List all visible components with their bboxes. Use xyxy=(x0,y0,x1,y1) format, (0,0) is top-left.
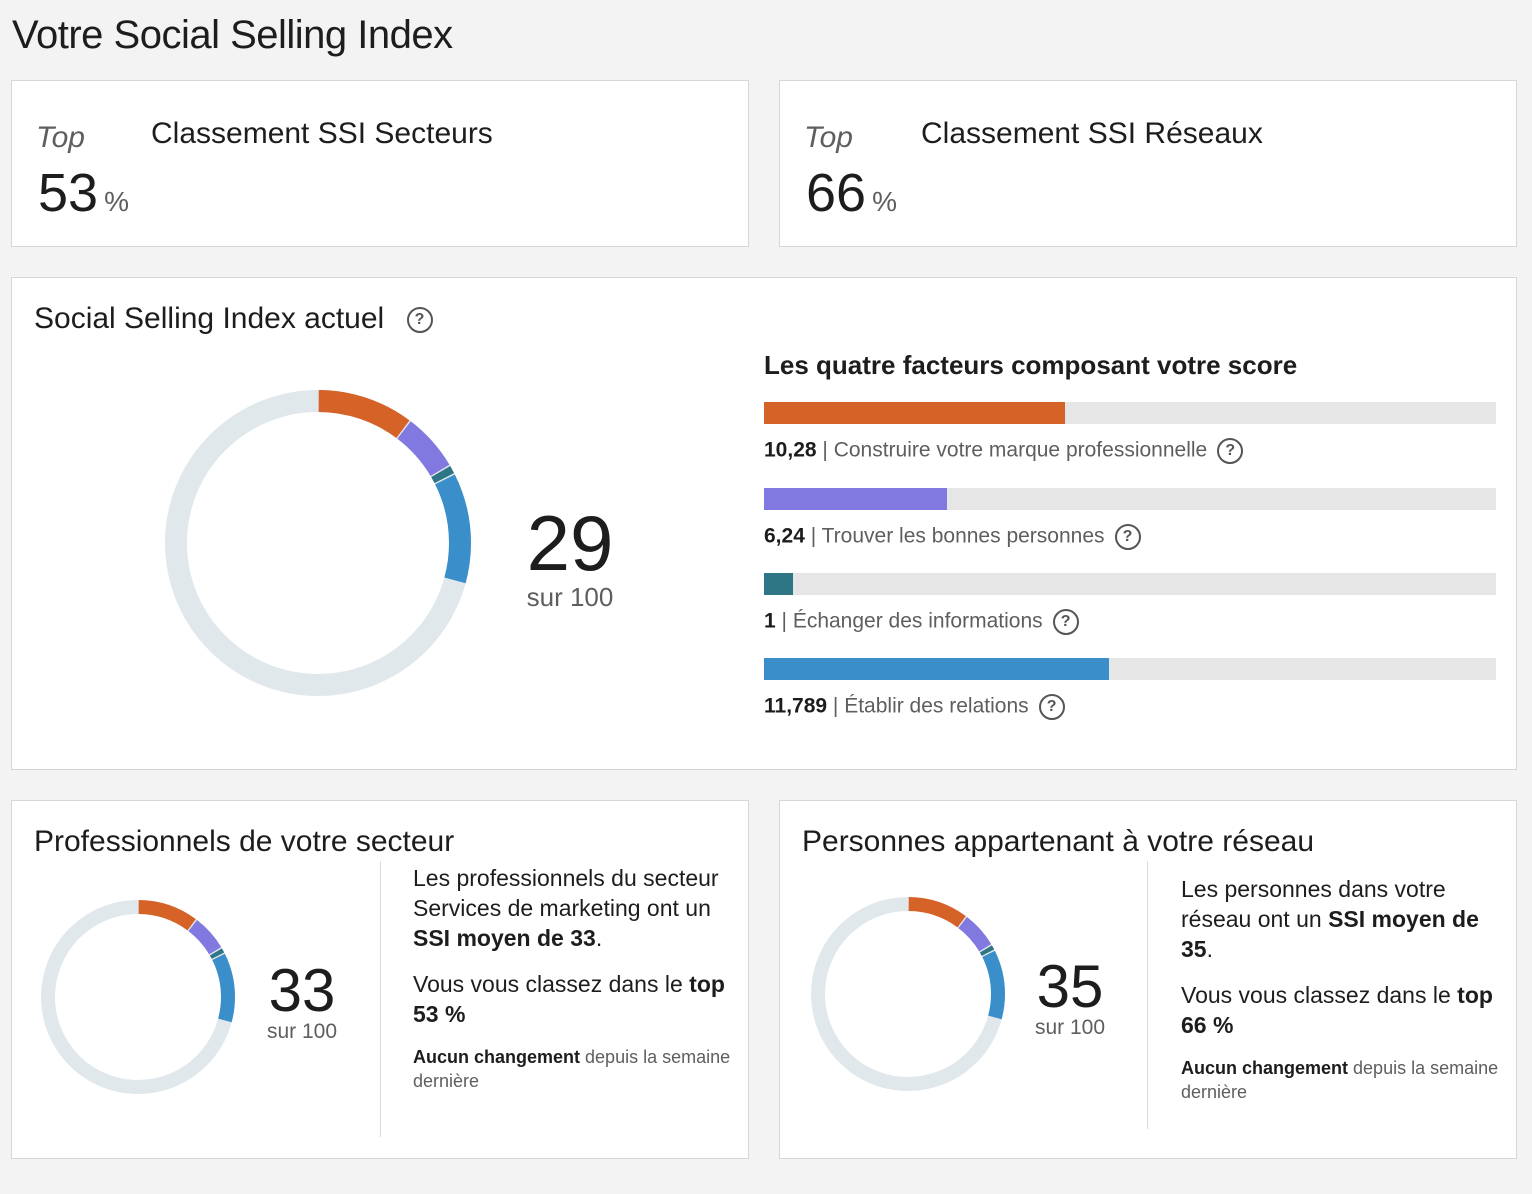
donut-chart xyxy=(811,897,1005,1091)
score-number: 29 xyxy=(526,499,614,587)
sector-rank-label: Classement SSI Secteurs xyxy=(151,117,493,150)
sector-rank-text: Vous vous classez dans le top 53 % xyxy=(413,971,725,1027)
question-circle-icon[interactable]: ? xyxy=(1052,609,1079,635)
donut-segment xyxy=(165,390,471,696)
score-number: 33 xyxy=(268,957,336,1024)
current-ssi-donut xyxy=(164,389,472,697)
question-circle-icon[interactable]: ? xyxy=(406,307,433,334)
factor-label: 1 | Échanger des informations? xyxy=(764,609,1496,635)
network-rank-text: Vous vous classez dans le top 66 % xyxy=(1181,982,1493,1038)
factor-label: 10,28 | Construire votre marque professi… xyxy=(764,438,1496,464)
sector-score: 33 sur 100 xyxy=(260,957,344,1043)
factor-bar-track xyxy=(764,573,1496,595)
factor-bar-fill xyxy=(764,402,1065,424)
network-description: Les personnes dans votre réseau ont un S… xyxy=(1181,874,1501,1104)
current-ssi-score: 29 sur 100 xyxy=(508,504,632,610)
network-donut xyxy=(810,896,1006,1092)
network-rank-label: Classement SSI Réseaux xyxy=(921,117,1263,150)
question-circle-icon[interactable]: ? xyxy=(1114,524,1141,550)
percent-sign: % xyxy=(104,186,129,217)
sector-card: Professionnels de votre secteur 33 sur 1… xyxy=(11,800,749,1159)
score-number: 35 xyxy=(1036,953,1104,1020)
sector-average-text: Les professionnels du secteur Services d… xyxy=(413,865,719,951)
score-suffix: sur 100 xyxy=(266,1020,338,1043)
factors-title: Les quatre facteurs composant votre scor… xyxy=(764,350,1298,380)
top-label: Top xyxy=(36,121,85,154)
factor-label: 6,24 | Trouver les bonnes personnes? xyxy=(764,524,1496,550)
factor-insights: 1 | Échanger des informations? xyxy=(764,573,1496,635)
score-suffix: sur 100 xyxy=(1034,1016,1106,1039)
sector-card-title: Professionnels de votre secteur xyxy=(34,825,455,858)
donut-segment xyxy=(41,900,235,1094)
network-average-text: Les personnes dans votre réseau ont un S… xyxy=(1181,876,1479,962)
donut-segment xyxy=(811,897,1005,1091)
current-ssi-card: Social Selling Index actuel ? 29 sur 100… xyxy=(11,277,1517,770)
factor-brand: 10,28 | Construire votre marque professi… xyxy=(764,402,1496,464)
factor-bar-fill xyxy=(764,573,794,595)
network-score: 35 sur 100 xyxy=(1028,953,1112,1039)
divider xyxy=(1147,861,1148,1129)
page-title: Votre Social Selling Index xyxy=(12,13,453,57)
network-rank-value: 66% xyxy=(806,163,897,223)
network-card: Personnes appartenant à votre réseau 35 … xyxy=(779,800,1517,1159)
top-label: Top xyxy=(804,121,853,154)
factor-bar-track xyxy=(764,488,1496,510)
network-card-title: Personnes appartenant à votre réseau xyxy=(802,825,1315,858)
question-circle-icon[interactable]: ? xyxy=(1217,438,1244,464)
percent-sign: % xyxy=(872,186,897,217)
factor-bar-fill xyxy=(764,658,1110,680)
donut-chart xyxy=(165,390,471,696)
factor-label: 11,789 | Établir des relations? xyxy=(764,694,1496,720)
factor-people: 6,24 | Trouver les bonnes personnes? xyxy=(764,488,1496,550)
sector-donut xyxy=(40,899,236,1095)
donut-chart xyxy=(41,900,235,1094)
factor-bar-track xyxy=(764,658,1496,680)
factor-bar-track xyxy=(764,402,1496,424)
current-ssi-title: Social Selling Index actuel ? xyxy=(34,302,433,336)
divider xyxy=(380,861,381,1137)
factor-bar-fill xyxy=(764,488,947,510)
network-ranking-card: Top 66% Classement SSI Réseaux xyxy=(779,80,1517,247)
question-circle-icon[interactable]: ? xyxy=(1038,694,1065,720)
score-suffix: sur 100 xyxy=(526,582,614,612)
sector-change-note: Aucun changement depuis la semaine derni… xyxy=(413,1047,731,1091)
factor-relationships: 11,789 | Établir des relations? xyxy=(764,658,1496,720)
sector-description: Les professionnels du secteur Services d… xyxy=(413,863,733,1093)
sector-ranking-card: Top 53% Classement SSI Secteurs xyxy=(11,80,749,247)
network-change-note: Aucun changement depuis la semaine derni… xyxy=(1181,1058,1499,1102)
sector-rank-value: 53% xyxy=(38,163,129,223)
